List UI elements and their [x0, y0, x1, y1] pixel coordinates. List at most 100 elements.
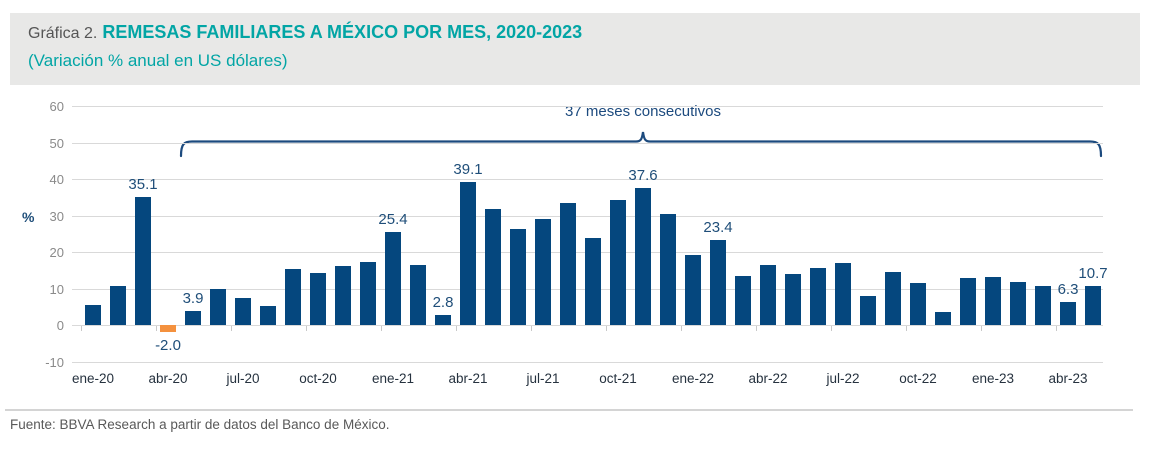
x-tick-mark	[681, 326, 682, 331]
bar-ene-20	[85, 304, 101, 325]
bar-mar-20	[135, 196, 151, 325]
bar-ago-20	[260, 305, 276, 325]
bar-jun-21	[510, 228, 526, 325]
value-label-mar-21: 2.8	[432, 293, 454, 311]
x-axis-label-jul-20: jul-20	[226, 371, 260, 386]
bar-may-23	[1085, 285, 1101, 325]
x-tick-mark	[831, 326, 832, 331]
bar-nov-22	[935, 311, 951, 325]
x-axis-label-abr-20: abr-20	[148, 371, 188, 386]
gridline-y0	[72, 325, 1103, 326]
y-tick-label: -10	[45, 355, 64, 370]
chart-title-line: Gráfica 2. REMESAS FAMILIARES A MÉXICO P…	[28, 20, 1140, 46]
x-tick-mark	[156, 326, 157, 331]
bar-dic-20	[360, 261, 376, 325]
x-axis-label-oct-22: oct-22	[899, 371, 937, 386]
y-tick-label: 60	[49, 99, 64, 114]
bar-may-21	[485, 208, 501, 325]
y-tick-label: 40	[49, 172, 64, 187]
value-label-abr-23: 6.3	[1057, 281, 1079, 298]
bar-abr-20	[160, 325, 176, 333]
x-tick-mark	[306, 326, 307, 331]
bar-sep-20	[285, 269, 301, 325]
source-note: Fuente: BBVA Research a partir de datos …	[10, 417, 390, 432]
value-label-may-23: 10.7	[1078, 264, 1108, 282]
chart-header: Gráfica 2. REMESAS FAMILIARES A MÉXICO P…	[10, 13, 1140, 85]
bar-abr-23	[1060, 302, 1076, 325]
x-axis-label-jul-22: jul-22	[826, 371, 860, 386]
bar-jul-21	[535, 219, 551, 325]
x-axis-label-ene-23: ene-23	[971, 371, 1015, 386]
y-tick-label: 0	[56, 318, 64, 333]
bar-oct-22	[910, 283, 926, 325]
y-tick-label: 20	[49, 245, 64, 260]
x-tick-mark	[756, 326, 757, 331]
bar-sep-21	[585, 238, 601, 325]
bar-ene-21	[385, 232, 401, 325]
x-axis-label-oct-20: oct-20	[299, 371, 337, 386]
value-label-nov-21: 37.6	[628, 166, 658, 184]
bar-dic-22	[960, 277, 976, 325]
bar-feb-20	[110, 285, 126, 325]
y-tick-label: 50	[49, 136, 64, 151]
gridline-y40	[72, 179, 1103, 180]
bracket-annotation-label: 37 meses consecutivos	[565, 103, 721, 120]
bar-nov-21	[635, 187, 651, 325]
footer-divider	[5, 409, 1133, 411]
bar-feb-21	[410, 265, 426, 325]
bar-abr-21	[460, 182, 476, 325]
bar-jul-22	[835, 262, 851, 325]
y-axis-unit-label: %	[22, 209, 35, 225]
bar-jun-22	[810, 268, 826, 325]
bar-jul-20	[235, 298, 251, 325]
value-label-feb-22: 23.4	[703, 218, 733, 236]
x-axis-label-abr-23: abr-23	[1048, 371, 1088, 386]
x-axis-label-ene-20: ene-20	[71, 371, 115, 386]
bar-sep-22	[885, 272, 901, 325]
gridline-y50	[72, 143, 1103, 144]
value-label-abr-20: -2.0	[155, 337, 181, 355]
bar-ago-21	[560, 203, 576, 325]
value-label-abr-21: 39.1	[453, 161, 483, 179]
x-tick-mark	[81, 326, 82, 331]
chart-subtitle: (Variación % anual en US dólares)	[28, 51, 288, 70]
x-axis-label-ene-21: ene-21	[371, 371, 415, 386]
x-tick-mark	[531, 326, 532, 331]
gridline-y30	[72, 216, 1103, 217]
bar-feb-23	[1010, 282, 1026, 325]
x-tick-mark	[1056, 326, 1057, 331]
bar-may-20	[185, 310, 201, 325]
bar-feb-22	[710, 239, 726, 325]
bar-dic-21	[660, 214, 676, 325]
bar-abr-22	[760, 264, 776, 325]
chart-number-label: Gráfica 2.	[28, 25, 98, 42]
bar-mar-21	[435, 314, 451, 325]
bar-ene-22	[685, 254, 701, 325]
x-tick-mark	[906, 326, 907, 331]
bar-jun-20	[210, 288, 226, 325]
bar-oct-20	[310, 272, 326, 325]
bar-oct-21	[610, 199, 626, 325]
x-tick-mark	[381, 326, 382, 331]
x-axis-label-jul-21: jul-21	[526, 371, 560, 386]
x-tick-mark	[606, 326, 607, 331]
x-axis-label-ene-22: ene-22	[671, 371, 715, 386]
chart-title: REMESAS FAMILIARES A MÉXICO POR MES, 202…	[102, 22, 583, 42]
value-label-mar-20: 35.1	[128, 175, 158, 193]
value-label-may-20: 3.9	[182, 289, 204, 307]
gridline-y60	[72, 106, 1103, 107]
bar-mar-23	[1035, 286, 1051, 325]
x-tick-mark	[981, 326, 982, 331]
x-axis-label-abr-22: abr-22	[748, 371, 788, 386]
x-axis-label-oct-21: oct-21	[599, 371, 637, 386]
bar-may-22	[785, 274, 801, 325]
bar-mar-22	[735, 276, 751, 325]
bar-ago-22	[860, 295, 876, 325]
value-label-ene-21: 25.4	[378, 211, 408, 229]
y-tick-label: 30	[49, 209, 64, 224]
x-tick-mark	[231, 326, 232, 331]
y-tick-label: 10	[49, 282, 64, 297]
x-tick-mark	[456, 326, 457, 331]
x-axis-label-abr-21: abr-21	[448, 371, 488, 386]
